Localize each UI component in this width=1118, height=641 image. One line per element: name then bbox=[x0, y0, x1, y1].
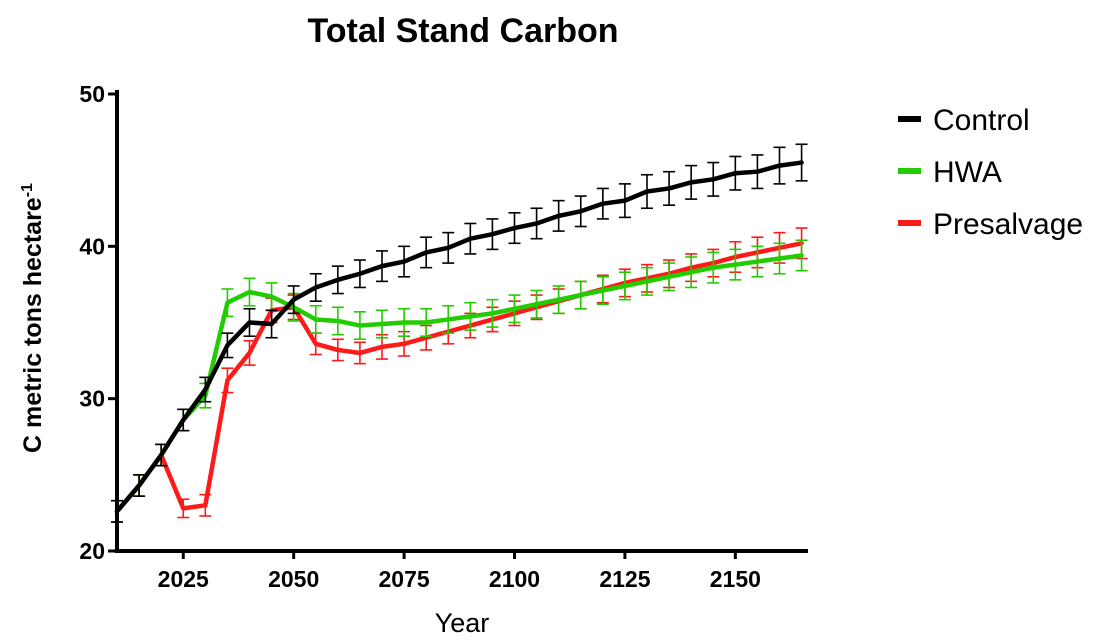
series-presalvage bbox=[111, 227, 808, 523]
series-control bbox=[111, 143, 808, 523]
y-tick-label: 40 bbox=[79, 233, 105, 259]
plot-series-group bbox=[111, 143, 808, 523]
y-axis-label-main: C metric tons hectare bbox=[19, 197, 47, 453]
y-tick-label: 20 bbox=[79, 538, 105, 564]
y-axis-label: C metric tons hectare-1 bbox=[19, 183, 47, 453]
x-tick-label: 2150 bbox=[710, 566, 761, 592]
y-tick-label: 50 bbox=[79, 81, 105, 107]
chart-title: Total Stand Carbon bbox=[307, 12, 618, 50]
x-tick-label: 2075 bbox=[378, 566, 429, 592]
x-tick-label: 2025 bbox=[158, 566, 209, 592]
axes-group bbox=[115, 90, 808, 553]
x-ticks-group: 2025 2050 2075 2100 2125 2150 bbox=[158, 551, 761, 592]
y-axis-label-superscript: -1 bbox=[19, 183, 36, 197]
x-tick-label: 2050 bbox=[268, 566, 319, 592]
x-axis-label: Year bbox=[435, 608, 490, 638]
legend: Control HWA Presalvage bbox=[898, 104, 1083, 241]
series-line-presalvage bbox=[114, 241, 804, 514]
series-hwa bbox=[111, 239, 808, 523]
x-tick-label: 2125 bbox=[599, 566, 650, 592]
legend-label-presalvage: Presalvage bbox=[933, 208, 1083, 241]
legend-label-hwa: HWA bbox=[933, 156, 1002, 189]
y-ticks-group: 20 30 40 50 bbox=[79, 81, 117, 564]
y-tick-label: 30 bbox=[79, 386, 105, 412]
series-line-hwa bbox=[114, 253, 804, 514]
legend-label-control: Control bbox=[933, 104, 1030, 137]
series-line-control bbox=[114, 160, 804, 514]
x-tick-label: 2100 bbox=[489, 566, 540, 592]
